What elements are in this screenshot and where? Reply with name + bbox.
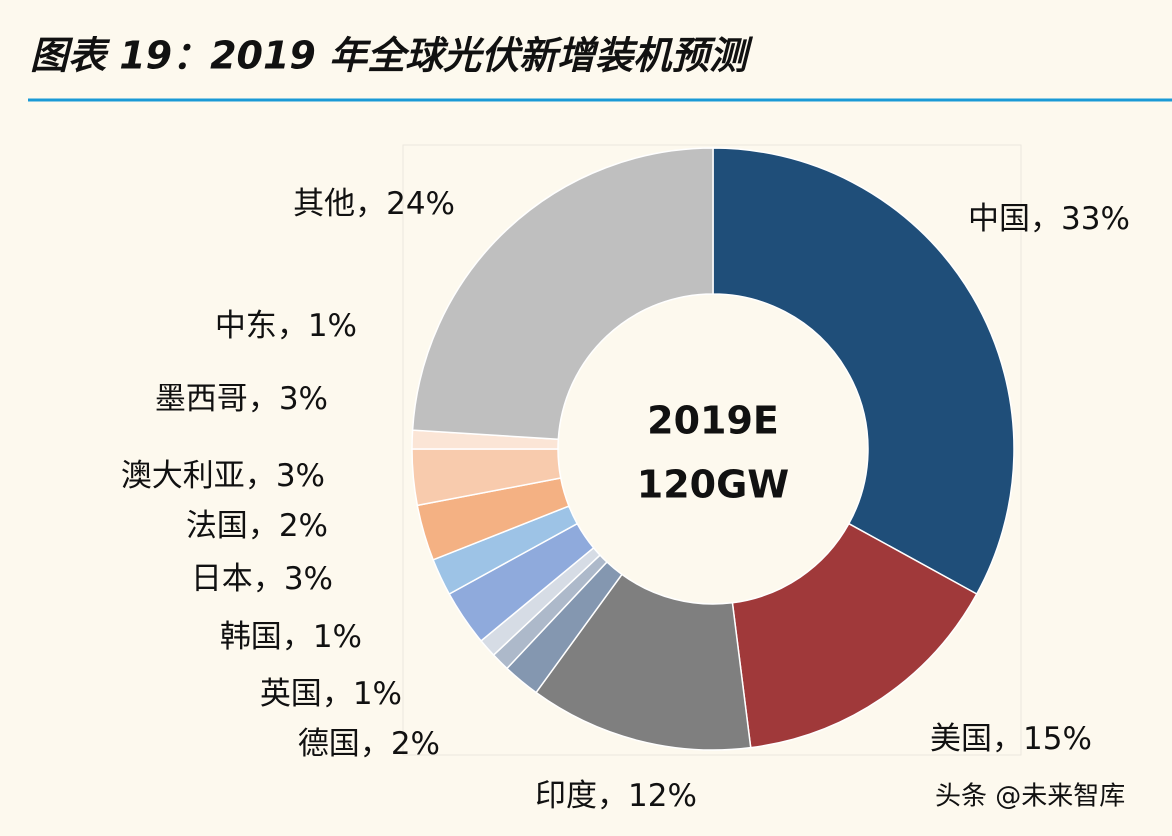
- category-name: 中国: [968, 201, 1030, 237]
- watermark: 头条 @未来智库: [935, 782, 1125, 812]
- slice-label: 中东，1%: [215, 308, 357, 344]
- label-separator: ，: [245, 458, 276, 494]
- center-label: 120GW: [637, 463, 789, 507]
- center-label: 2019E: [647, 399, 779, 443]
- category-name: 印度: [535, 778, 597, 814]
- category-name: 中东: [215, 308, 277, 344]
- slice-label: 英国，1%: [260, 676, 402, 712]
- plot-frame: [402, 144, 1022, 756]
- slice-label: 其他，24%: [293, 186, 455, 222]
- value-label: 33%: [1061, 201, 1130, 237]
- slice-label: 日本，3%: [191, 561, 333, 597]
- label-separator: ，: [355, 186, 386, 222]
- slice-label: 墨西哥，3%: [155, 381, 328, 417]
- label-separator: ，: [360, 726, 391, 762]
- category-name: 日本: [191, 561, 253, 597]
- slice-label: 法国，2%: [186, 508, 328, 544]
- category-name: 英国: [260, 676, 322, 712]
- label-separator: ，: [322, 676, 353, 712]
- value-label: 15%: [1023, 721, 1092, 757]
- category-name: 澳大利亚: [121, 458, 245, 494]
- slice-label: 德国，2%: [298, 726, 440, 762]
- value-label: 12%: [628, 778, 697, 814]
- slice-label: 澳大利亚，3%: [121, 458, 325, 494]
- label-separator: ，: [1030, 201, 1061, 237]
- donut-slice: [712, 147, 1015, 596]
- slice-label: 美国，15%: [930, 721, 1092, 757]
- category-name: 墨西哥: [155, 381, 248, 417]
- donut-slice: [411, 147, 714, 441]
- chart-title: 图表 19：2019 年全球光伏新增装机预测: [30, 34, 753, 78]
- value-label: 3%: [276, 458, 325, 494]
- value-label: 1%: [308, 308, 357, 344]
- category-name: 德国: [298, 726, 360, 762]
- label-separator: ，: [282, 619, 313, 655]
- category-name: 法国: [186, 508, 248, 544]
- value-label: 24%: [386, 186, 455, 222]
- label-separator: ，: [253, 561, 284, 597]
- slice-label: 韩国，1%: [220, 619, 362, 655]
- category-name: 韩国: [220, 619, 282, 655]
- label-separator: ，: [248, 508, 279, 544]
- value-label: 1%: [313, 619, 362, 655]
- category-name: 其他: [293, 186, 355, 222]
- label-separator: ，: [277, 308, 308, 344]
- label-separator: ，: [597, 778, 628, 814]
- value-label: 2%: [279, 508, 328, 544]
- label-separator: ，: [248, 381, 279, 417]
- category-name: 美国: [930, 721, 992, 757]
- slice-label: 印度，12%: [535, 778, 697, 814]
- value-label: 2%: [391, 726, 440, 762]
- value-label: 3%: [284, 561, 333, 597]
- slice-label: 中国，33%: [968, 201, 1130, 237]
- label-separator: ，: [992, 721, 1023, 757]
- value-label: 1%: [353, 676, 402, 712]
- donut-slice: [731, 522, 978, 749]
- value-label: 3%: [279, 381, 328, 417]
